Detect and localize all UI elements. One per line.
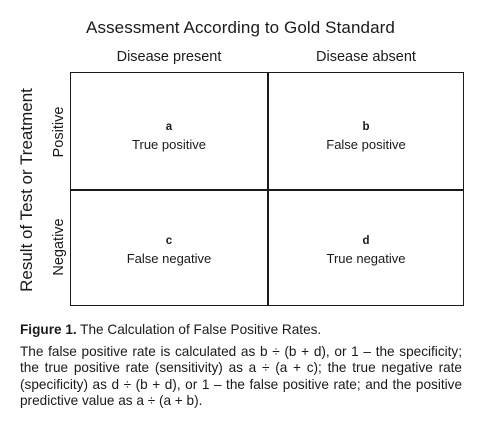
cell-label: True negative <box>326 251 406 266</box>
cell-label: False negative <box>126 251 212 266</box>
column-header-disease-absent: Disease absent <box>316 49 416 65</box>
cell-false-positive: b False positive <box>268 119 464 153</box>
caption-heading: Figure 1. The Calculation of False Posit… <box>20 322 462 339</box>
row-header-positive-text: Positive <box>51 106 67 158</box>
cell-true-negative: d True negative <box>268 233 464 267</box>
figure-caption: Figure 1. The Calculation of False Posit… <box>20 322 462 410</box>
cell-false-negative: c False negative <box>71 233 267 267</box>
row-header-negative-text: Negative <box>51 218 67 276</box>
cell-letter: d <box>362 235 370 247</box>
row-axis-label-text: Result of Test or Treatment <box>17 88 36 292</box>
cell-letter: a <box>165 121 173 133</box>
figure-label: Figure 1. <box>20 322 77 337</box>
cell-letter: c <box>165 235 173 247</box>
diagram-title: Assessment According to Gold Standard <box>86 18 395 37</box>
column-header-disease-present: Disease present <box>116 49 222 65</box>
cell-label: True positive <box>132 137 206 152</box>
cell-letter: b <box>362 121 370 133</box>
caption-body: The false positive rate is calculated as… <box>20 343 462 409</box>
figure-title: The Calculation of False Positive Rates. <box>76 322 322 337</box>
cell-label: False positive <box>326 137 406 152</box>
cell-true-positive: a True positive <box>71 119 267 153</box>
grid-horizontal-divider <box>71 189 463 191</box>
contingency-table: a True positive b False positive c False… <box>70 72 464 306</box>
